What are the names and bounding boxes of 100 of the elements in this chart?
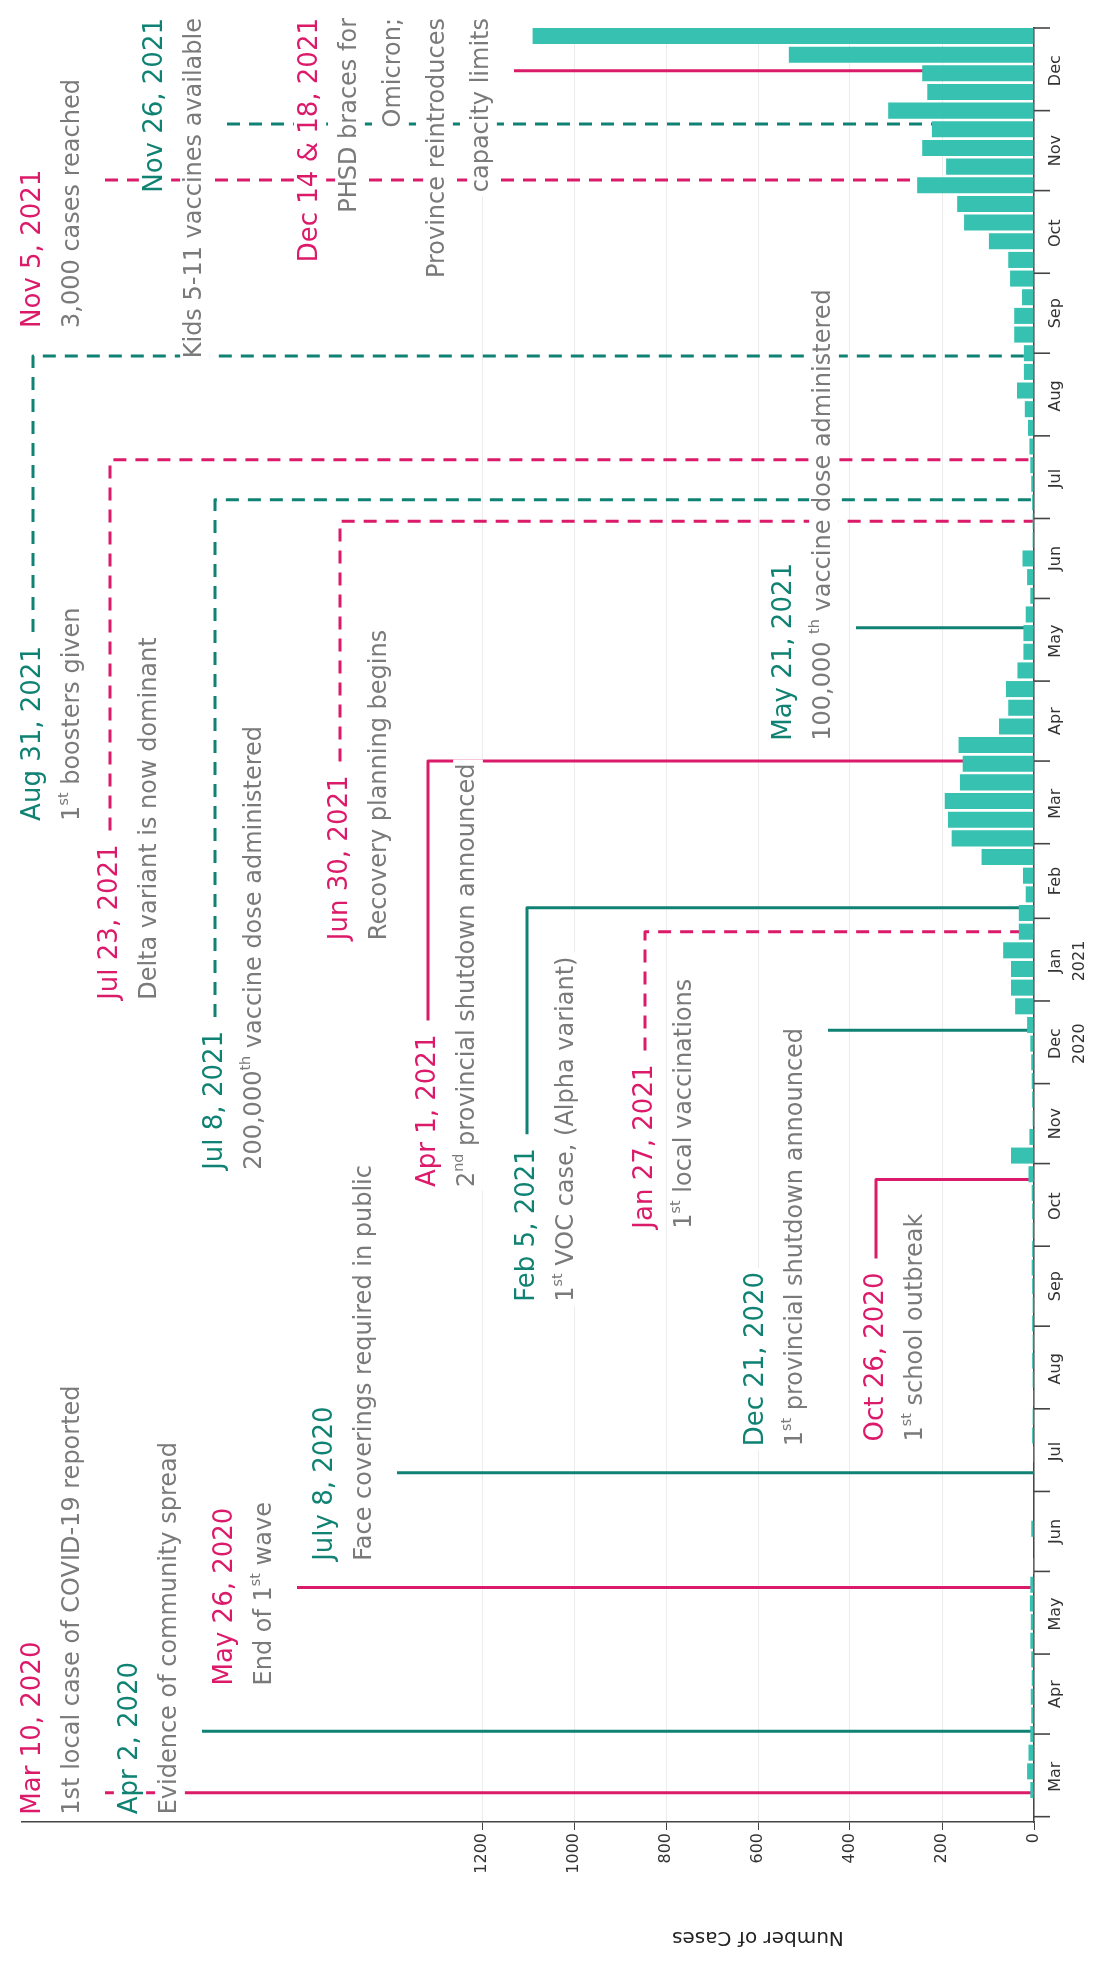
- ref-line-label: Aug 31, 2021: [15, 646, 46, 821]
- bar: [1027, 1763, 1034, 1780]
- bar: [947, 811, 1034, 828]
- ref-line-label: Apr 2, 2020: [112, 1661, 143, 1815]
- bar: [1015, 998, 1034, 1015]
- bar: [1023, 363, 1034, 380]
- ref-line-label: Nov 26, 2021: [137, 17, 168, 193]
- y-tick-label: Jun: [1045, 545, 1065, 572]
- bar: [1030, 1688, 1034, 1705]
- bar: [959, 774, 1034, 791]
- bar: [1028, 419, 1034, 436]
- bar: [1027, 569, 1034, 586]
- bar: [1024, 401, 1034, 418]
- bar: [1030, 1726, 1034, 1743]
- y-tick-label: Nov: [1045, 135, 1065, 167]
- x-tick-label: 600: [747, 1833, 767, 1864]
- y-tick-label: Mar: [1045, 1761, 1065, 1792]
- ref-line-label: Jun 30, 2021: [322, 775, 353, 943]
- x-tick-label: 0: [1023, 1833, 1043, 1844]
- annotation: 3,000 cases reached: [57, 79, 86, 328]
- ref-line-label: May 26, 2020: [207, 1507, 238, 1686]
- bar: [1031, 475, 1034, 492]
- x-tick-label: 1000: [563, 1833, 583, 1874]
- y-tick-label: May: [1045, 624, 1065, 658]
- bar: [1030, 1632, 1034, 1649]
- y-tick-label: Jul: [1045, 1441, 1065, 1463]
- annotation: 100,000 th vaccine dose administered: [805, 289, 837, 741]
- annotation: 200,000th vaccine dose administered: [236, 725, 268, 1170]
- y-tick-label: Sep: [1045, 298, 1065, 329]
- annotation: 1st school outbreak: [897, 1213, 929, 1442]
- bar: [1028, 1166, 1034, 1183]
- y-tick-label: Feb: [1045, 866, 1065, 896]
- ref-line-label: Dec 21, 2020: [738, 1271, 769, 1447]
- bar: [1023, 625, 1034, 642]
- x-tick-label: 800: [655, 1833, 675, 1864]
- x-tick-label: 400: [839, 1833, 859, 1864]
- bar: [1018, 923, 1034, 940]
- y-tick-label: Jan 2021: [1045, 940, 1089, 982]
- y-tick-label: Jun: [1045, 1518, 1065, 1545]
- bar: [927, 83, 1034, 100]
- bar: [1023, 643, 1034, 660]
- annotation: End of 1st wave: [246, 1502, 278, 1686]
- ref-line-label: Jan 27, 2021: [627, 1064, 658, 1231]
- y-tick-label: Aug: [1045, 380, 1065, 412]
- y-tick-label: Apr: [1045, 1679, 1065, 1708]
- bar: [1030, 1576, 1034, 1593]
- annotation: PHSD braces for Omicron; Province reintroduces capacity limits: [334, 17, 495, 279]
- bar: [532, 28, 1034, 45]
- bar: [1003, 942, 1034, 959]
- bar: [1008, 699, 1034, 716]
- bar: [917, 177, 1034, 194]
- ref-line-label: Nov 5, 2021: [15, 169, 46, 328]
- bar: [1017, 662, 1034, 679]
- y-tick-label: Aug: [1045, 1353, 1065, 1385]
- ref-line-label: Jul 8, 2021: [197, 1030, 228, 1172]
- bar: [1011, 1147, 1034, 1164]
- bar: [1030, 1035, 1034, 1052]
- bar: [1008, 251, 1034, 268]
- annotation: Recovery planning begins: [364, 629, 393, 941]
- bar: [957, 195, 1034, 212]
- bar: [1029, 438, 1034, 455]
- y-tick-label: May: [1045, 1597, 1065, 1631]
- y-tick-label: Oct: [1045, 1192, 1065, 1221]
- annotation: Evidence of community spread: [154, 1442, 183, 1815]
- bar: [946, 158, 1034, 175]
- bar: [1025, 886, 1034, 903]
- bar: [951, 830, 1034, 847]
- bar: [1022, 550, 1034, 567]
- ref-line-label: Mar 10, 2020: [15, 1641, 46, 1815]
- x-tick-label: 200: [931, 1833, 951, 1864]
- bar: [1030, 587, 1034, 604]
- bar: [1005, 681, 1034, 698]
- bar: [1031, 1651, 1034, 1668]
- ref-line-label: Dec 14 & 18, 2021: [292, 18, 323, 263]
- annotation: Kids 5-11 vaccines available: [179, 18, 208, 359]
- annotation: 1st boosters given: [54, 607, 86, 821]
- bar: [1011, 960, 1034, 978]
- annotation: 1st provincial shutdown announced: [777, 1027, 809, 1447]
- annotation: Face coverings required in public: [349, 1165, 378, 1561]
- bar: [981, 849, 1034, 866]
- y-tick-label: Dec: [1045, 55, 1065, 87]
- bar: [1029, 1128, 1034, 1145]
- y-tick-label: Mar: [1045, 788, 1065, 819]
- bar: [999, 718, 1034, 735]
- bar: [964, 214, 1034, 231]
- bar: [1030, 1781, 1034, 1799]
- x-axis-title: Number of Cases: [672, 1926, 844, 1951]
- ref-line-label: July 8, 2020: [307, 1406, 338, 1563]
- ref-line-label: Jul 23, 2021: [92, 844, 123, 1002]
- bar: [1010, 270, 1034, 287]
- y-tick-label: Sep: [1045, 1271, 1065, 1302]
- bar: [1022, 289, 1034, 306]
- y-tick-label: Nov: [1045, 1107, 1065, 1140]
- annotation: Delta variant is now dominant: [134, 637, 163, 1000]
- annotation: 2nd provincial shutdown announced: [449, 763, 481, 1188]
- y-tick-label: Apr: [1045, 706, 1065, 735]
- bar: [1018, 904, 1034, 922]
- bar: [1023, 345, 1034, 362]
- y-tick-label: Dec 2020: [1045, 1023, 1089, 1064]
- bar: [944, 793, 1034, 810]
